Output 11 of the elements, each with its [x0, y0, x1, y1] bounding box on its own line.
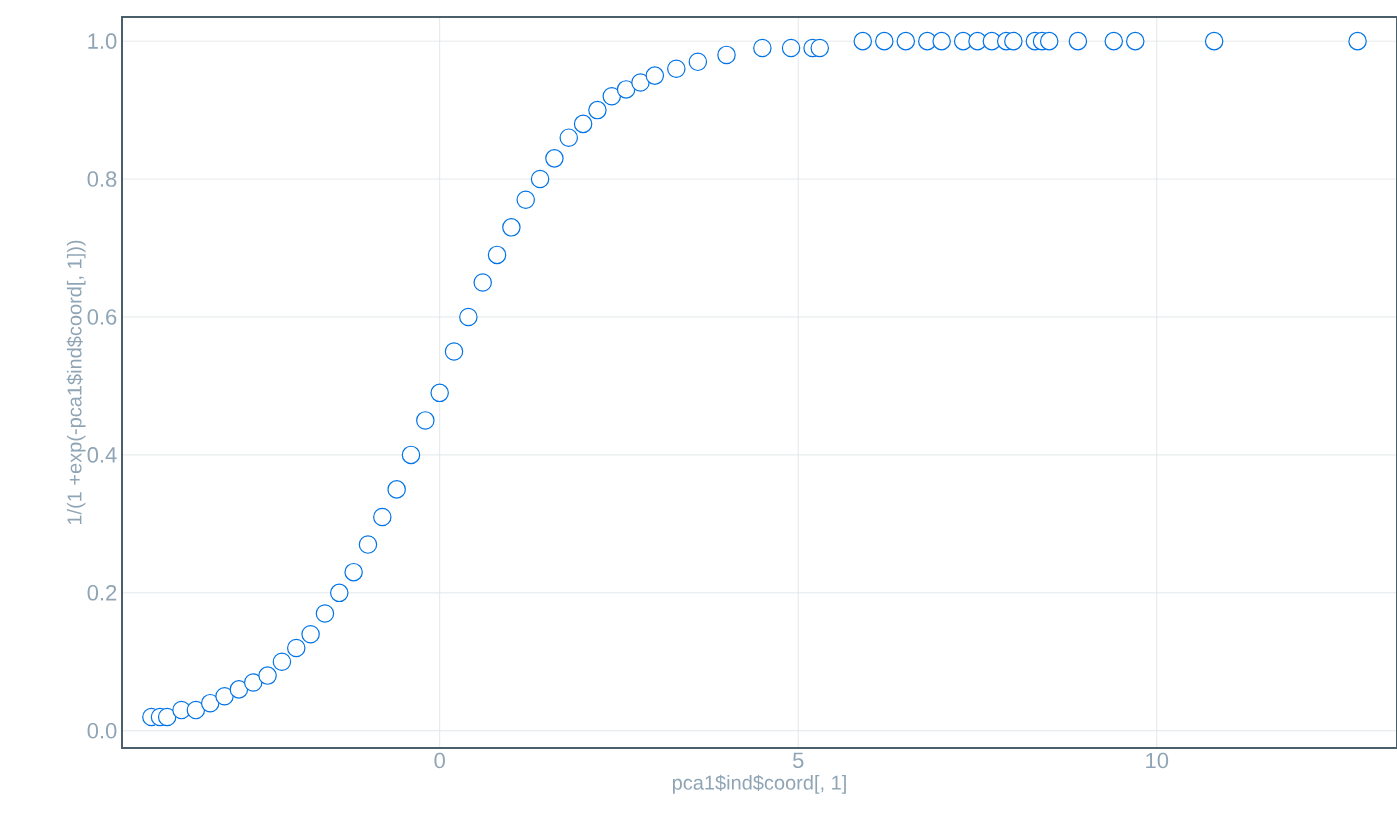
y-tick-label: 0.0	[87, 722, 117, 739]
y-tick-label: 1.0	[88, 33, 117, 49]
y-axis-title: 1/(1 +exp(-pca1$ind$coord[, 1]))	[66, 240, 86, 525]
x-tick-label: 10	[1146, 752, 1169, 769]
y-tick-label: 0.2	[87, 585, 117, 601]
x-tick-label: 0	[434, 752, 445, 769]
y-tick-label: 0.8	[87, 171, 117, 187]
x-axis-title: pca1$ind$coord[, 1]	[672, 774, 846, 794]
x-tick-label: 5	[792, 752, 804, 769]
y-tick-label: 0.4	[87, 447, 117, 463]
y-tick-label: 0.6	[87, 309, 117, 325]
